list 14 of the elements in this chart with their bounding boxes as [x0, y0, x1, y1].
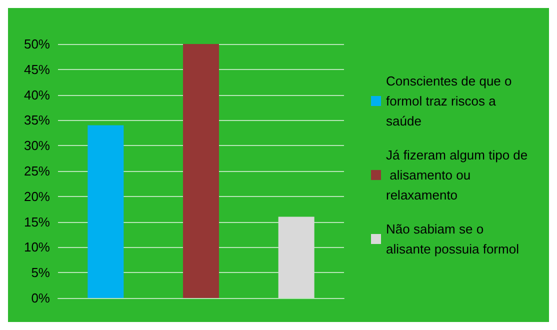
- y-tick-label: 35%: [24, 112, 50, 128]
- y-tick-label: 20%: [24, 188, 50, 204]
- legend-label: Já fizeram algum tipo de alisamento ou relaxamento: [386, 148, 528, 202]
- y-tick-label: 5%: [31, 265, 50, 280]
- y-tick-label: 40%: [24, 87, 50, 102]
- y-tick-label: 0%: [31, 290, 50, 306]
- y-tick-label: 45%: [24, 62, 50, 77]
- y-tick-label: 50%: [24, 36, 50, 52]
- y-tick-label: 25%: [24, 164, 50, 178]
- legend-label: Não sabiam se o alisante possuia formol: [386, 222, 520, 256]
- y-tick-label: 15%: [24, 214, 50, 230]
- y-tick-label: 30%: [24, 138, 50, 154]
- y-tick-label: 10%: [24, 240, 50, 255]
- legend-label: Conscientes de que o formol traz riscos a saúde: [386, 74, 516, 128]
